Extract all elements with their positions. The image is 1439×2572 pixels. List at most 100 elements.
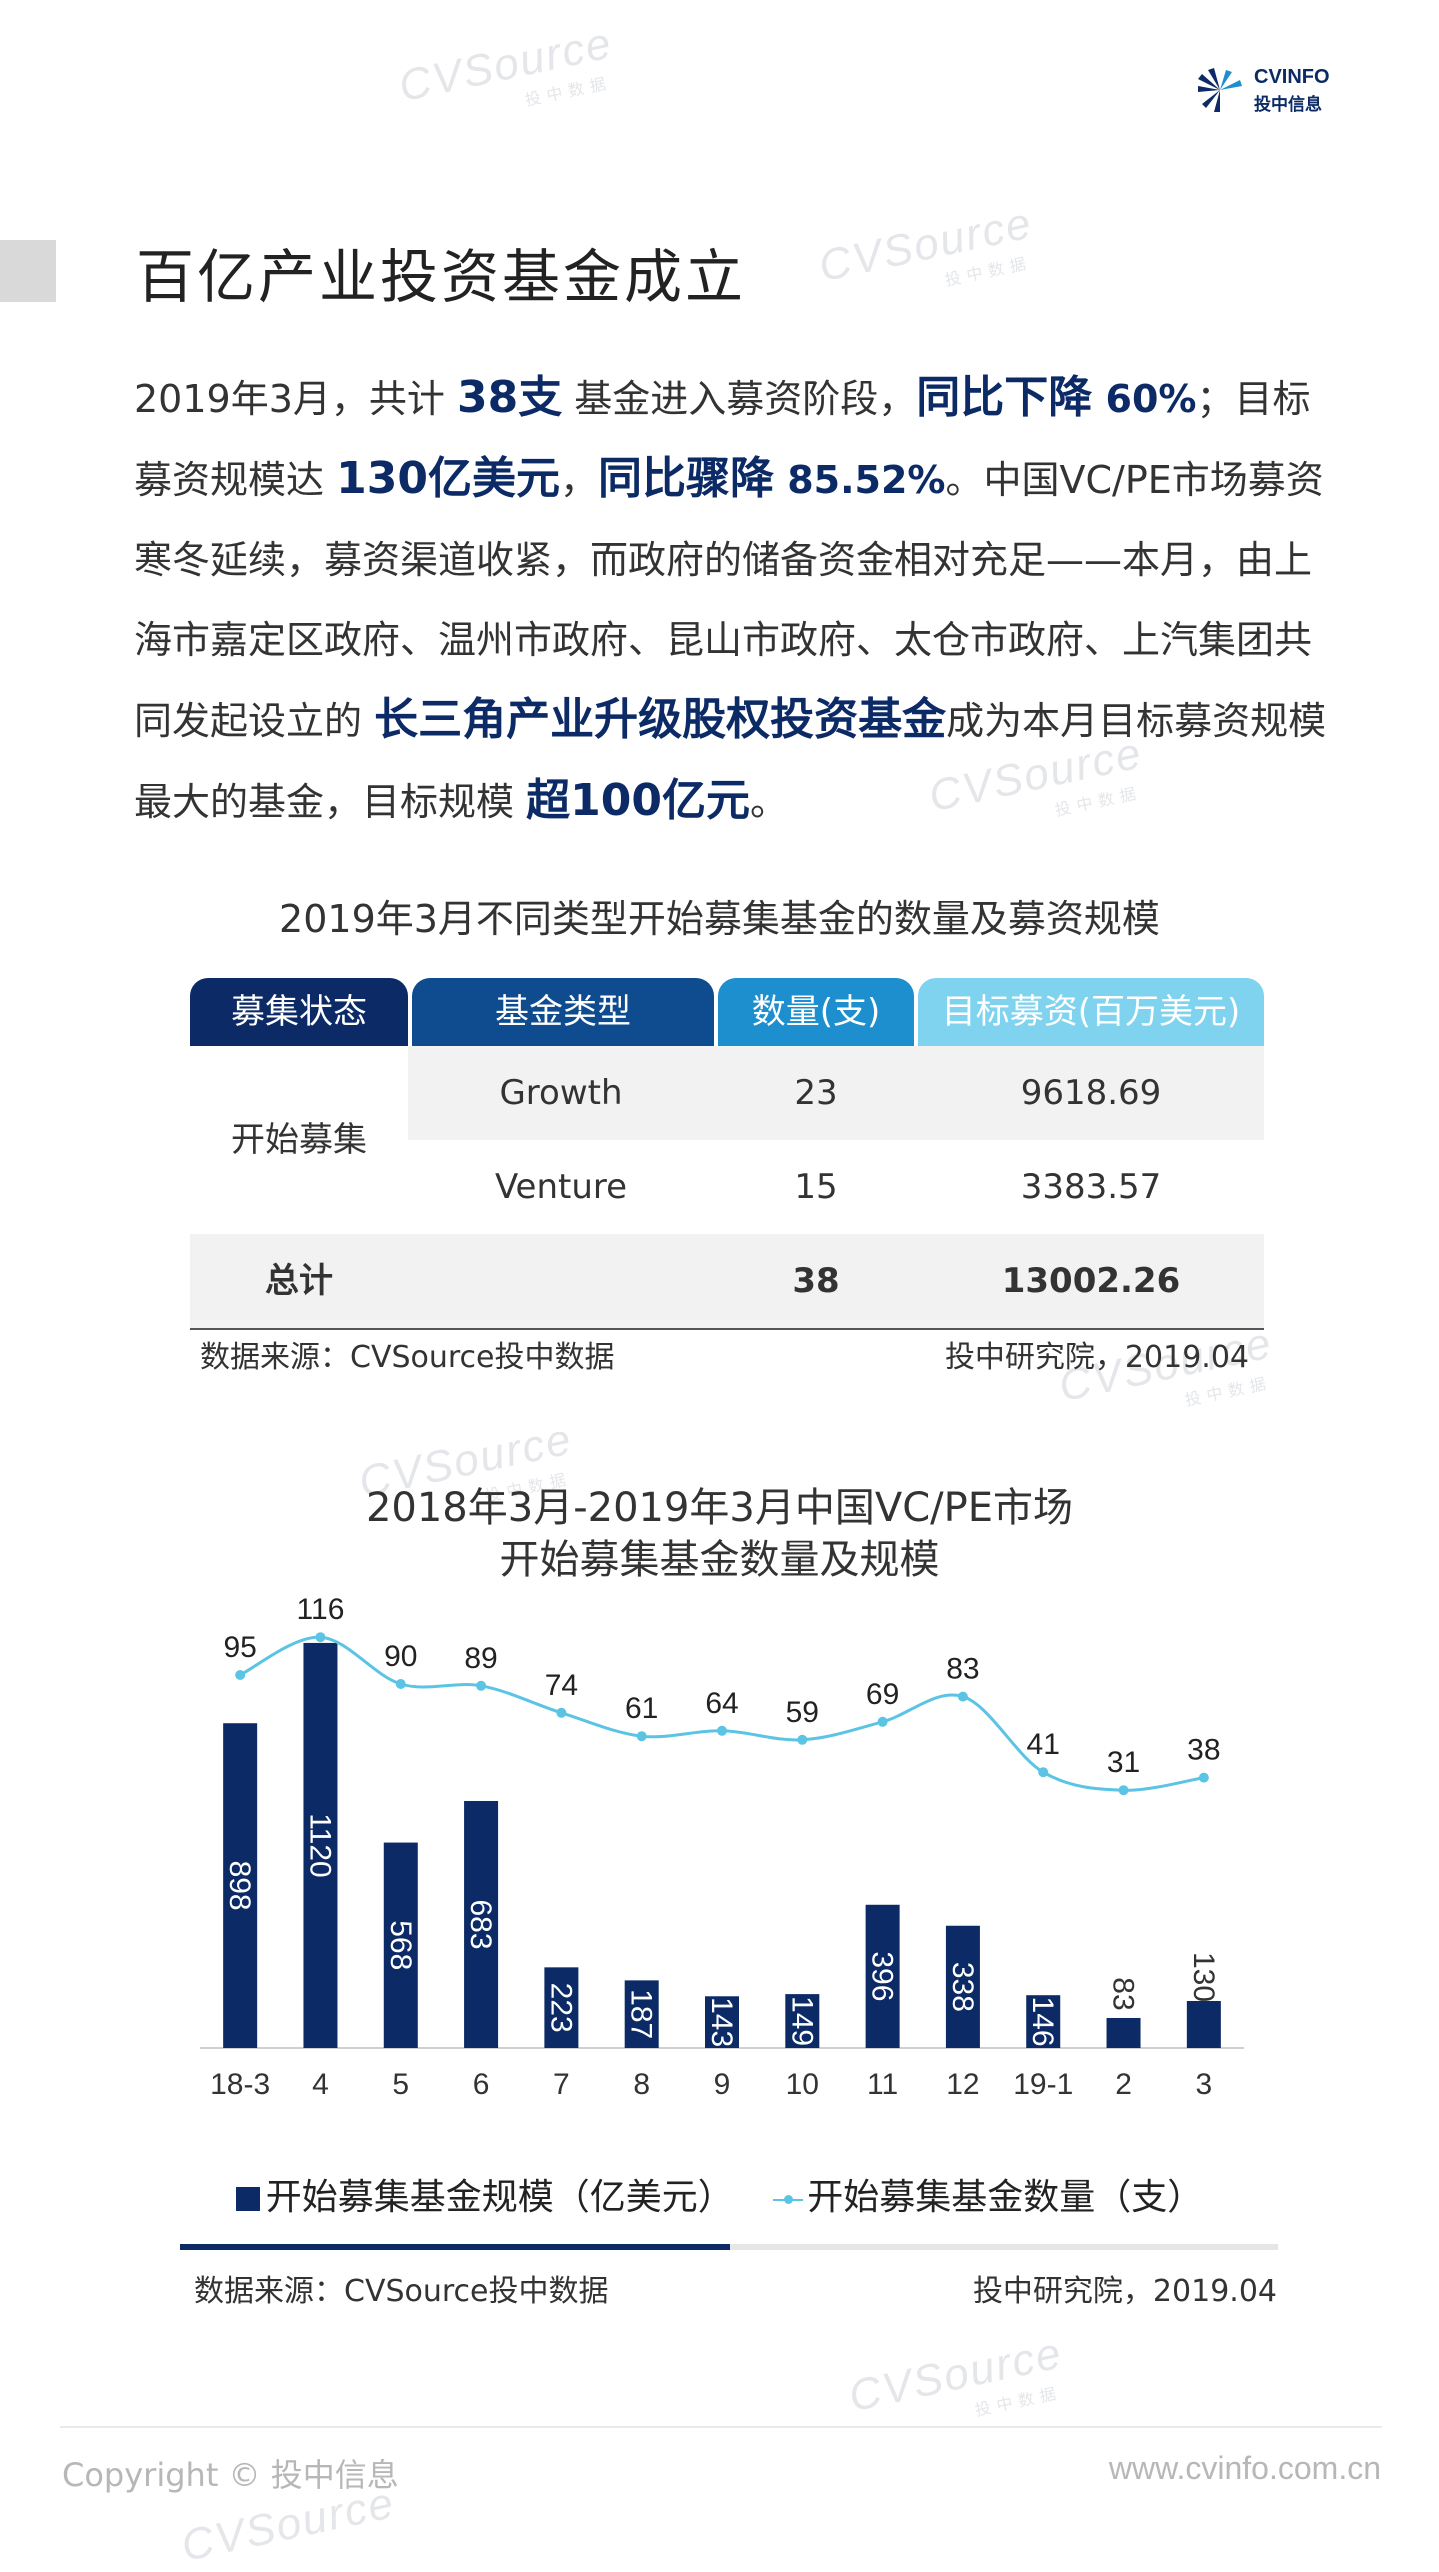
count-data-label: 69 (866, 1678, 899, 1711)
count-data-label: 59 (786, 1696, 819, 1729)
website-link[interactable]: www.cvinfo.com.cn (1108, 2450, 1381, 2486)
cell-type: Venture (494, 1167, 628, 1207)
x-tick-label: 4 (312, 2068, 329, 2101)
bar-data-label: 130 (1187, 1952, 1220, 2002)
cell-count: 15 (794, 1167, 838, 1207)
bar (223, 1723, 258, 2048)
x-tick-label: 11 (867, 2068, 898, 2101)
count-data-label: 74 (545, 1669, 578, 1702)
fundraising-chart: 898 18-3 1120 4 568 5 683 6 223 7 187 8 143 9 149 10 396… (200, 1593, 1244, 2101)
cell-status: 开始募集 (231, 1120, 367, 1160)
bar (945, 1925, 980, 2048)
total-label: 总计 (265, 1261, 333, 1301)
bar-data-label: 149 (785, 1996, 818, 2046)
count-data-label: 116 (297, 1593, 345, 1626)
brand-logo: CVINFO 投中信息 (1196, 62, 1356, 122)
table-header-status: 募集状态 (190, 978, 408, 1046)
count-point (395, 1679, 406, 1689)
title-accent-bar (0, 240, 56, 302)
count-point (476, 1680, 487, 1691)
x-tick-label: 19-1 (1013, 2068, 1073, 2101)
footer-divider (60, 2426, 1382, 2428)
bar (865, 1904, 900, 2048)
table-title: 2019年3月不同类型开始募集基金的数量及募资规模 (279, 897, 1160, 941)
bar-data-label: 143 (705, 1997, 738, 2047)
chart-source: 数据来源：CVSource投中数据 (194, 2274, 609, 2309)
count-data-label: 90 (384, 1640, 417, 1673)
cell-count: 23 (794, 1073, 838, 1113)
total-target: 13002.26 (1001, 1261, 1181, 1301)
bar-data-label: 146 (1026, 1997, 1059, 2047)
page-title: 百亿产业投资基金成立 (136, 243, 747, 311)
count-data-label: 38 (1187, 1734, 1220, 1767)
count-point (717, 1725, 727, 1736)
bar (785, 1994, 820, 2048)
bar-data-label: 568 (384, 1920, 417, 1970)
count-point (957, 1691, 968, 1702)
chart-title: 2018年3月-2019年3月中国VC/PE市场 开始募集基金数量及规模 (0, 1482, 1439, 1586)
cell-target: 9618.69 (1020, 1073, 1162, 1113)
x-tick-label: 9 (714, 2068, 731, 2101)
brand-name: CVINFO (1254, 66, 1330, 88)
bar-data-label: 1120 (303, 1813, 336, 1878)
bar (1106, 2017, 1141, 2048)
legend-line-swatch (773, 2189, 804, 2211)
count-point (1118, 1785, 1129, 1796)
x-tick-label: 8 (633, 2068, 650, 2101)
cell-type: Growth (499, 1073, 623, 1113)
bar (303, 1642, 338, 2048)
bar-data-label: 683 (464, 1899, 497, 1949)
count-point (315, 1632, 326, 1643)
legend-item-count: 开始募集基金数量（支） (773, 2168, 1203, 2220)
bar (1026, 1995, 1061, 2048)
chart-source-credit: 投中研究院，2019.04 (972, 2274, 1277, 2309)
x-tick-label: 6 (473, 2068, 490, 2101)
watermark: CVSource 投中数据 (814, 198, 1037, 292)
table-row: Venture 15 3383.57 (190, 1140, 1264, 1234)
table-header-count: 数量(支) (718, 978, 914, 1046)
table-source: 数据来源：CVSource投中数据 (200, 1340, 615, 1375)
chart-divider (180, 2244, 1278, 2250)
count-data-label: 61 (625, 1692, 658, 1725)
count-data-label: 83 (946, 1653, 979, 1686)
table-row: Growth 23 9618.69 (190, 1046, 1264, 1140)
chart-title-line-2: 开始募集基金数量及规模 (499, 1537, 940, 1583)
x-tick-label: 7 (553, 2068, 570, 2101)
table-total-row: 总计 38 13002.26 (190, 1234, 1264, 1330)
x-tick-label: 18-3 (210, 2068, 270, 2101)
cvinfo-logo-icon (1198, 68, 1242, 112)
bar-data-label: 187 (625, 1989, 658, 2039)
count-data-label: 95 (223, 1631, 256, 1664)
count-point (1038, 1767, 1049, 1778)
brand-sub: 投中信息 (1254, 95, 1322, 115)
bar-data-label: 338 (946, 1962, 979, 2012)
count-point (877, 1716, 888, 1727)
bar (1186, 2000, 1221, 2048)
bar (544, 1967, 579, 2048)
copyright: Copyright © 投中信息 (62, 2456, 399, 2494)
x-tick-label: 10 (786, 2068, 819, 2101)
chart-legend: 开始募集基金规模（亿美元） 开始募集基金数量（支） (0, 2168, 1439, 2220)
count-point (235, 1670, 246, 1680)
x-tick-label: 5 (392, 2068, 409, 2101)
cell-target: 3383.57 (1020, 1167, 1162, 1207)
bar-data-label: 396 (866, 1951, 899, 2001)
count-data-label: 89 (464, 1642, 497, 1675)
watermark: CVSource 投中数据 (394, 18, 617, 112)
x-tick-label: 2 (1115, 2068, 1132, 2101)
chart-title-line-1: 2018年3月-2019年3月中国VC/PE市场 (365, 1485, 1074, 1531)
count-point (1198, 1772, 1209, 1783)
bar (464, 1800, 499, 2048)
bar (705, 1996, 739, 2048)
legend-bar-swatch (235, 2187, 260, 2211)
table-source-credit: 投中研究院，2019.04 (944, 1340, 1249, 1375)
bar-data-label: 83 (1107, 1977, 1140, 2010)
legend-item-scale: 开始募集基金规模（亿美元） (235, 2168, 734, 2220)
bar-data-label: 223 (544, 1983, 577, 2033)
x-tick-label: 12 (946, 2068, 979, 2101)
bar (624, 1980, 659, 2048)
count-data-label: 64 (705, 1687, 738, 1720)
count-point (636, 1731, 647, 1742)
count-data-label: 31 (1107, 1746, 1140, 1779)
count-point (556, 1707, 567, 1718)
